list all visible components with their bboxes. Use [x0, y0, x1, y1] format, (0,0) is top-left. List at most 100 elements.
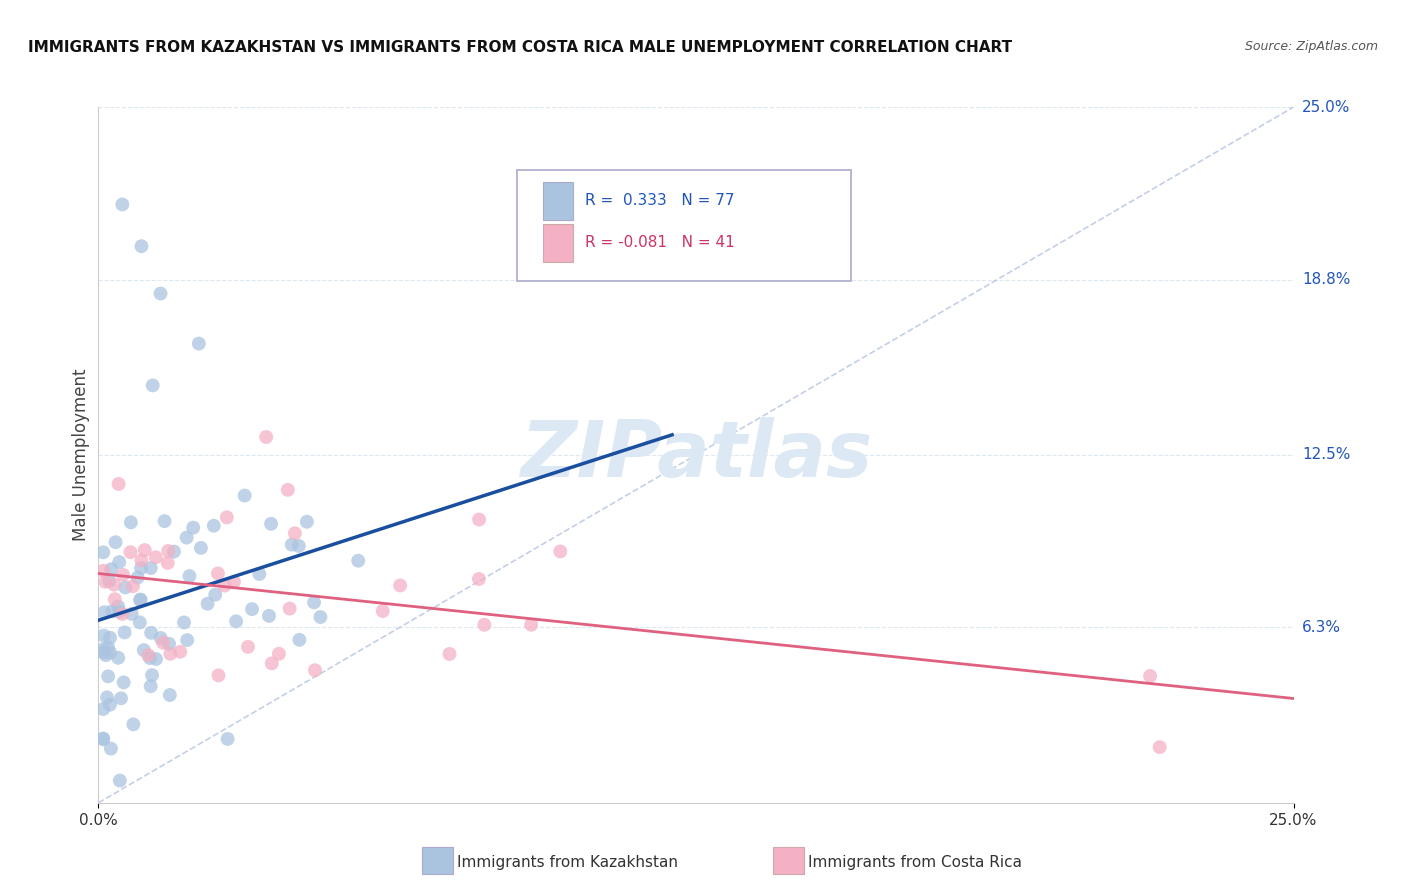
Point — [98, 631, 121, 645]
Point — [127, 571, 149, 585]
Text: IMMIGRANTS FROM KAZAKHSTAN VS IMMIGRANTS FROM COSTA RICA MALE UNEMPLOYMENT CORRE: IMMIGRANTS FROM KAZAKHSTAN VS IMMIGRANTS… — [28, 40, 1012, 55]
Point — [260, 516, 283, 531]
Point — [108, 605, 131, 619]
Point — [207, 566, 229, 581]
Point — [468, 512, 491, 526]
Point — [347, 554, 370, 568]
Point — [101, 604, 124, 618]
Point — [169, 645, 191, 659]
Point — [215, 510, 238, 524]
Point — [284, 526, 307, 541]
Point — [139, 561, 162, 575]
Point — [96, 690, 118, 705]
Point — [104, 592, 127, 607]
Point — [98, 698, 121, 712]
Point — [111, 197, 134, 211]
Point — [108, 555, 131, 569]
Text: 6.3%: 6.3% — [1302, 620, 1341, 635]
Point — [94, 648, 117, 662]
Point — [91, 645, 114, 659]
Point — [129, 592, 152, 607]
Point — [120, 516, 142, 530]
Point — [145, 652, 167, 666]
Point — [108, 773, 131, 788]
Point — [157, 637, 180, 651]
Point — [214, 579, 236, 593]
Point — [157, 544, 180, 558]
Point — [187, 336, 209, 351]
Point — [225, 615, 247, 629]
Point — [304, 663, 326, 677]
Point — [309, 610, 332, 624]
Point — [217, 731, 239, 746]
Text: 25.0%: 25.0% — [1302, 100, 1350, 114]
Text: Immigrants from Kazakhstan: Immigrants from Kazakhstan — [457, 855, 678, 870]
FancyBboxPatch shape — [517, 169, 852, 281]
Point — [129, 593, 152, 607]
Point — [207, 668, 229, 682]
Point — [100, 741, 122, 756]
Point — [371, 604, 394, 618]
Point — [91, 545, 114, 559]
Point — [173, 615, 195, 630]
Text: R = -0.081   N = 41: R = -0.081 N = 41 — [585, 235, 734, 251]
Point — [260, 657, 283, 671]
Point — [163, 544, 186, 558]
Point — [107, 477, 129, 491]
Point — [176, 531, 198, 545]
Point — [91, 702, 114, 716]
Point — [97, 640, 120, 655]
Point — [93, 629, 115, 643]
Point — [91, 731, 114, 746]
Point — [129, 561, 152, 575]
Point — [141, 668, 163, 682]
Point — [107, 650, 129, 665]
Point — [288, 632, 311, 647]
Point — [149, 631, 172, 645]
Text: Immigrants from Costa Rica: Immigrants from Costa Rica — [808, 855, 1022, 870]
Point — [190, 541, 212, 555]
Bar — [543, 182, 572, 220]
Point — [247, 567, 270, 582]
Point — [91, 642, 114, 657]
Point — [288, 539, 311, 553]
Point — [156, 556, 179, 570]
Point — [257, 608, 280, 623]
Point — [176, 633, 198, 648]
Text: 18.8%: 18.8% — [1302, 272, 1350, 287]
Point — [139, 679, 162, 693]
Point — [159, 688, 181, 702]
Point — [120, 545, 142, 559]
Point — [132, 643, 155, 657]
Point — [181, 521, 204, 535]
Point — [98, 646, 121, 660]
Point — [474, 617, 496, 632]
Point — [233, 489, 256, 503]
Point — [114, 625, 136, 640]
Point — [112, 568, 135, 582]
Point — [278, 601, 301, 615]
Point — [138, 648, 160, 663]
Point — [107, 599, 129, 614]
Point — [128, 615, 150, 630]
Point — [139, 625, 162, 640]
Point — [142, 378, 165, 392]
Text: 12.5%: 12.5% — [1302, 448, 1350, 462]
Point — [103, 577, 125, 591]
Point — [197, 597, 219, 611]
Point — [1139, 669, 1161, 683]
Point — [122, 717, 145, 731]
Point — [302, 595, 325, 609]
Point — [112, 675, 135, 690]
Point — [98, 574, 121, 588]
Point — [389, 578, 412, 592]
Point — [153, 514, 176, 528]
Point — [439, 647, 461, 661]
Point — [267, 647, 290, 661]
Point — [111, 607, 134, 621]
Y-axis label: Male Unemployment: Male Unemployment — [72, 368, 90, 541]
Point — [131, 553, 153, 567]
Point — [548, 544, 571, 558]
Point — [121, 607, 143, 621]
Point — [100, 562, 122, 576]
